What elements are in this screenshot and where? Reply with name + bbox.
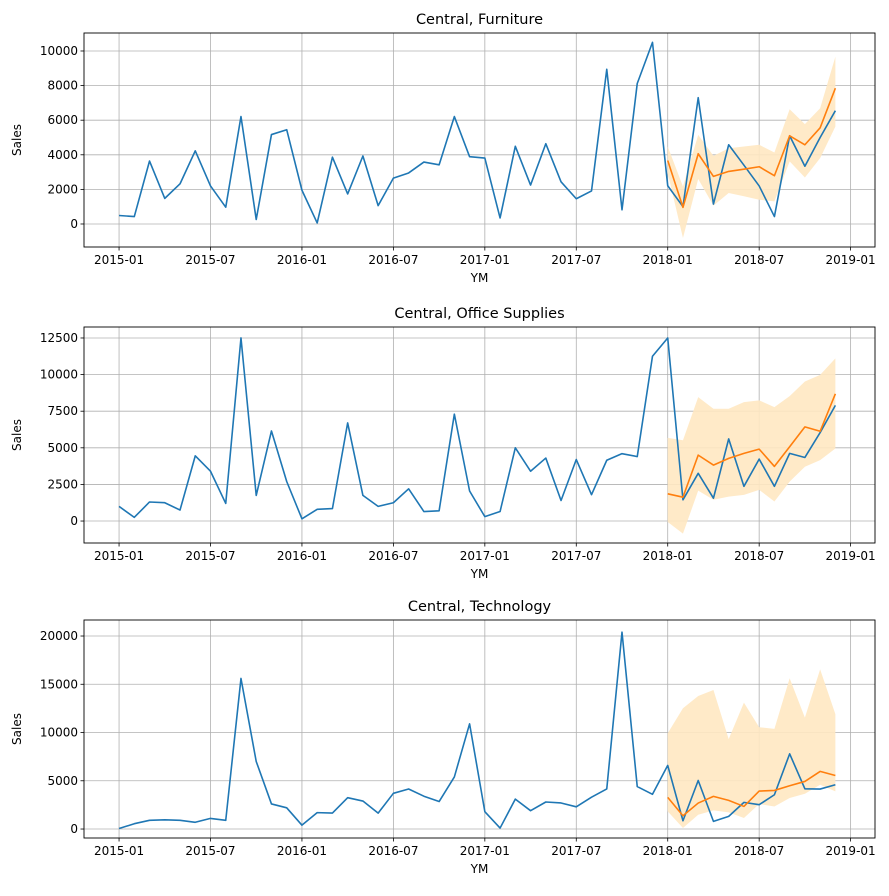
y-tick-label: 15000 — [40, 677, 78, 691]
x-tick-label: 2018-01 — [643, 549, 693, 563]
chart-title: Central, Furniture — [416, 12, 543, 28]
x-tick-label: 2015-07 — [185, 549, 235, 563]
chart-title: Central, Office Supplies — [394, 306, 564, 322]
x-tick-label: 2018-01 — [643, 253, 693, 267]
y-tick-label: 10000 — [40, 44, 78, 58]
y-tick-label: 0 — [70, 217, 78, 231]
x-tick-label: 2017-07 — [551, 549, 601, 563]
y-tick-label: 6000 — [47, 113, 78, 127]
y-tick-label: 10000 — [40, 726, 78, 740]
y-tick-label: 20000 — [40, 629, 78, 643]
x-tick-label: 2017-07 — [551, 253, 601, 267]
subplot-0: 2015-01 2015-07 2016-01 2016-07 2017-01 2017-… — [10, 12, 876, 285]
confidence-band — [668, 358, 836, 533]
x-tick-label: 2019-01 — [826, 253, 876, 267]
x-tick-label: 2015-01 — [94, 253, 144, 267]
x-tick-label: 2016-01 — [277, 844, 327, 858]
x-tick-label: 2016-07 — [368, 253, 418, 267]
x-tick-label: 2018-01 — [643, 844, 693, 858]
y-tick-label: 12500 — [40, 331, 78, 345]
x-tick-label: 2018-07 — [734, 253, 784, 267]
y-tick-label: 0 — [70, 822, 78, 836]
subplot-2: 2015-01 2015-07 2016-01 2016-07 2017-01 2017-… — [10, 599, 876, 876]
x-tick-label: 2015-07 — [185, 844, 235, 858]
x-tick-label: 2019-01 — [826, 844, 876, 858]
x-tick-label: 2017-07 — [551, 844, 601, 858]
y-tick-label: 10000 — [40, 368, 78, 382]
actual-line — [119, 42, 835, 223]
x-tick-label: 2015-01 — [94, 844, 144, 858]
x-axis-label: YM — [470, 567, 489, 581]
y-tick-label: 8000 — [47, 79, 78, 93]
y-axis-label: Sales — [10, 713, 24, 745]
x-tick-label: 2017-01 — [460, 844, 510, 858]
x-tick-label: 2016-01 — [277, 253, 327, 267]
y-tick-label: 5000 — [47, 774, 78, 788]
x-tick-label: 2016-07 — [368, 844, 418, 858]
x-tick-label: 2016-07 — [368, 549, 418, 563]
x-tick-label: 2017-01 — [460, 549, 510, 563]
x-tick-label: 2017-01 — [460, 253, 510, 267]
x-tick-label: 2018-07 — [734, 844, 784, 858]
x-tick-label: 2016-01 — [277, 549, 327, 563]
y-axis-label: Sales — [10, 124, 24, 156]
x-tick-label: 2018-07 — [734, 549, 784, 563]
x-axis-label: YM — [470, 271, 489, 285]
y-tick-label: 2500 — [47, 477, 78, 491]
y-tick-label: 5000 — [47, 441, 78, 455]
y-tick-label: 7500 — [47, 404, 78, 418]
x-tick-label: 2015-07 — [185, 253, 235, 267]
axes-frame — [84, 33, 875, 247]
chart-title: Central, Technology — [408, 599, 552, 615]
y-axis-label: Sales — [10, 419, 24, 451]
x-tick-label: 2019-01 — [826, 549, 876, 563]
y-tick-label: 0 — [70, 514, 78, 528]
y-tick-label: 2000 — [47, 182, 78, 196]
y-tick-label: 4000 — [47, 148, 78, 162]
x-axis-label: YM — [470, 862, 489, 876]
x-tick-label: 2015-01 — [94, 549, 144, 563]
confidence-band — [668, 57, 836, 238]
subplot-1: 2015-01 2015-07 2016-01 2016-07 2017-01 2017-… — [10, 306, 876, 581]
